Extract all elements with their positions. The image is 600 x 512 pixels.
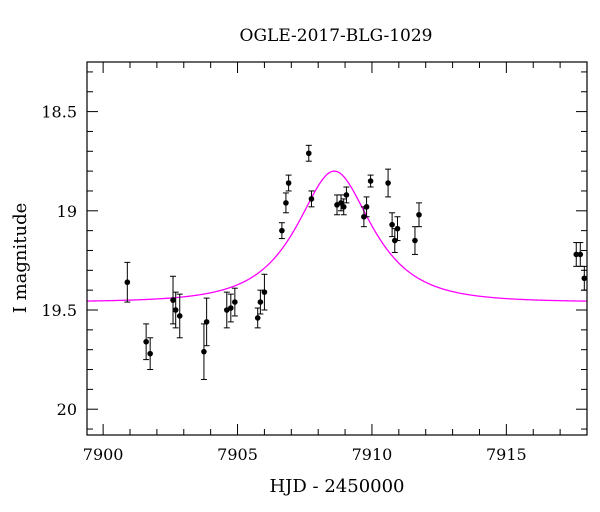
data-marker xyxy=(389,221,395,228)
data-marker xyxy=(203,319,210,325)
data-marker xyxy=(581,275,588,282)
data-point xyxy=(385,168,392,198)
data-marker xyxy=(343,192,350,198)
data-point xyxy=(231,287,238,317)
data-point xyxy=(147,337,154,371)
data-point xyxy=(338,194,345,212)
data-marker xyxy=(416,211,422,218)
data-point xyxy=(577,242,584,267)
x-tick-label: 7905 xyxy=(217,445,258,464)
data-point xyxy=(411,226,418,255)
data-marker xyxy=(385,180,391,186)
data-marker xyxy=(340,204,347,210)
data-point xyxy=(415,202,422,228)
data-point xyxy=(261,273,268,311)
x-tick-label: 7900 xyxy=(83,445,124,464)
data-point xyxy=(143,323,150,361)
x-tick-label: 7910 xyxy=(352,445,393,464)
data-point xyxy=(305,144,312,162)
data-marker xyxy=(124,279,131,286)
data-point xyxy=(363,196,370,218)
data-marker xyxy=(577,251,584,258)
data-point xyxy=(223,291,230,329)
y-tick-label: 20 xyxy=(57,400,77,419)
x-axis-label: HJD - 2450000 xyxy=(269,476,404,497)
data-marker xyxy=(283,200,289,206)
data-points-layer xyxy=(124,144,588,380)
axis-ticks-layer xyxy=(87,62,588,435)
data-point xyxy=(176,293,183,339)
data-point xyxy=(285,174,292,192)
data-marker xyxy=(367,178,374,184)
model-curve-layer xyxy=(86,170,588,302)
data-point xyxy=(124,261,131,303)
data-marker xyxy=(308,196,315,202)
data-marker xyxy=(261,289,268,295)
data-point xyxy=(389,212,396,238)
y-tick-label: 19 xyxy=(57,202,77,221)
data-point xyxy=(394,216,401,242)
y-axis-label: I magnitude xyxy=(10,203,31,314)
chart-title: OGLE-2017-BLG-1029 xyxy=(240,26,433,46)
y-tick-labels: 18.5 19 19.5 20 xyxy=(41,103,77,420)
x-tick-labels: 7900 7905 7910 7915 xyxy=(83,445,527,464)
data-marker xyxy=(285,180,292,186)
data-marker xyxy=(143,338,149,345)
data-marker xyxy=(412,237,418,244)
data-marker xyxy=(201,348,207,355)
data-marker xyxy=(573,251,580,258)
data-marker xyxy=(305,150,312,157)
data-point xyxy=(278,222,285,240)
y-tick-label: 19.5 xyxy=(41,301,77,320)
data-marker xyxy=(172,307,179,313)
data-point xyxy=(257,289,264,315)
y-tick-label: 18.5 xyxy=(41,103,77,122)
model-curve xyxy=(86,170,588,302)
data-marker xyxy=(232,299,238,305)
data-point xyxy=(343,186,350,204)
data-marker xyxy=(394,225,401,232)
data-point xyxy=(170,275,177,325)
data-point xyxy=(200,323,207,380)
data-marker xyxy=(176,313,183,319)
data-point xyxy=(172,291,179,329)
plot-frame xyxy=(86,61,588,436)
data-marker xyxy=(228,305,234,311)
data-marker xyxy=(338,200,344,206)
x-tick-label: 7915 xyxy=(486,445,527,464)
data-point xyxy=(340,198,347,216)
data-marker xyxy=(279,227,285,234)
data-point xyxy=(254,307,261,329)
data-point xyxy=(308,190,315,208)
data-point xyxy=(282,192,289,214)
data-marker xyxy=(254,315,261,321)
data-point xyxy=(367,174,374,188)
data-marker xyxy=(363,204,370,210)
data-point xyxy=(203,297,210,347)
data-point xyxy=(227,293,234,323)
data-marker xyxy=(257,299,264,305)
data-marker xyxy=(147,350,153,357)
data-marker xyxy=(170,297,176,303)
